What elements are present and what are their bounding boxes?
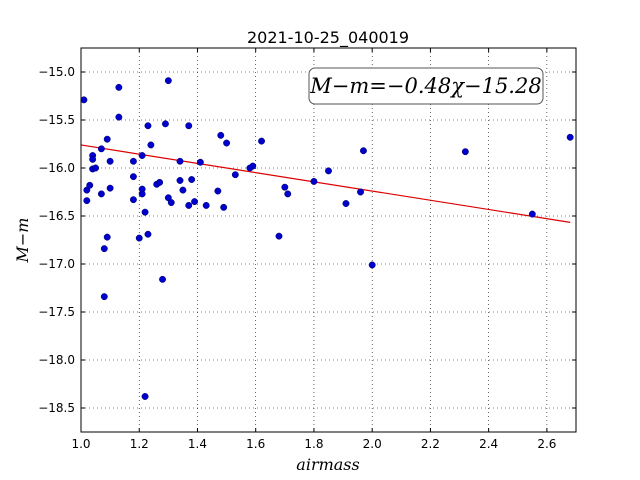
data-point (167, 199, 175, 207)
y-tick-label: −16.0 (38, 161, 75, 175)
data-point (100, 293, 108, 301)
data-point (249, 162, 257, 170)
fit-line-group (80, 144, 571, 223)
x-tick-label: 2.0 (363, 437, 382, 451)
data-point (275, 232, 283, 240)
data-point (161, 120, 169, 128)
data-point (357, 188, 364, 196)
x-tick-label: 2.2 (421, 437, 440, 451)
data-point (106, 184, 114, 192)
data-point (138, 190, 146, 198)
data-points (80, 77, 574, 400)
chart-title: 2021-10-25_040019 (247, 28, 409, 48)
plot-background (81, 48, 576, 432)
y-tick-label: −17.5 (38, 305, 75, 319)
fit-annotation: M−m=−0.48χ−15.28 (309, 74, 541, 98)
x-axis-label: airmass (296, 455, 359, 474)
y-tick-label: −16.5 (38, 209, 75, 223)
data-point (129, 196, 137, 204)
y-tick-label: −15.5 (38, 113, 75, 127)
data-point (144, 230, 152, 238)
y-tick-label: −15.0 (38, 65, 75, 79)
data-point (159, 275, 166, 283)
data-point (135, 234, 143, 242)
data-point (100, 245, 108, 253)
data-point (86, 181, 94, 189)
data-point (191, 198, 199, 206)
data-point (185, 122, 193, 130)
data-point (176, 157, 184, 165)
data-point (220, 203, 228, 211)
data-point (83, 197, 91, 205)
fit-line (80, 144, 571, 223)
data-point (103, 233, 111, 241)
data-point (214, 187, 222, 195)
data-point (80, 96, 88, 104)
data-point (147, 141, 155, 149)
data-point (231, 171, 239, 179)
data-point (103, 135, 111, 143)
x-tick-label: 1.2 (130, 437, 149, 451)
x-tick-label: 1.8 (304, 437, 323, 451)
data-point (179, 186, 187, 194)
data-point (115, 113, 123, 121)
data-point (325, 167, 332, 175)
data-point (138, 152, 146, 159)
y-tick-label: −18.5 (38, 401, 75, 415)
data-point (156, 178, 164, 186)
data-point (129, 173, 137, 181)
data-point (310, 177, 318, 185)
data-point (141, 393, 149, 400)
data-point (92, 164, 100, 172)
data-point (223, 139, 231, 147)
data-point (566, 133, 574, 141)
data-point (97, 145, 105, 153)
data-point (281, 183, 289, 191)
data-point (359, 147, 367, 155)
data-point (164, 77, 172, 85)
grid (80, 48, 576, 432)
y-tick-label: −18.0 (38, 353, 75, 367)
x-tick-label: 1.6 (246, 437, 265, 451)
data-point (258, 137, 265, 145)
axis-ticks: 1.0 1.2 1.4 1.6 1.8 2.0 2.2 2.4 2.6 −15.0 −15.5 −16… (38, 48, 576, 451)
data-point (284, 190, 292, 198)
y-axis-label: M−m (13, 218, 32, 264)
data-point (368, 261, 376, 269)
data-point (202, 201, 210, 209)
data-point (97, 190, 105, 198)
data-point (196, 158, 204, 166)
data-point (528, 210, 536, 218)
data-point (342, 200, 350, 207)
data-point (129, 157, 137, 165)
data-point (144, 122, 152, 130)
data-point (141, 208, 149, 216)
data-point (217, 131, 225, 139)
data-point (176, 177, 184, 184)
data-point (89, 155, 97, 163)
fit-annotation-box (308, 67, 544, 105)
data-point (188, 176, 196, 183)
x-tick-label: 2.4 (479, 437, 498, 451)
plot-frame (80, 47, 577, 433)
x-tick-label: 2.6 (537, 437, 556, 451)
data-point (106, 157, 114, 165)
data-point (461, 148, 469, 156)
x-tick-label: 1.0 (71, 437, 90, 451)
x-tick-label: 1.4 (188, 437, 207, 451)
data-point (185, 201, 193, 209)
data-point (115, 83, 123, 91)
y-tick-label: −17.0 (38, 257, 75, 271)
